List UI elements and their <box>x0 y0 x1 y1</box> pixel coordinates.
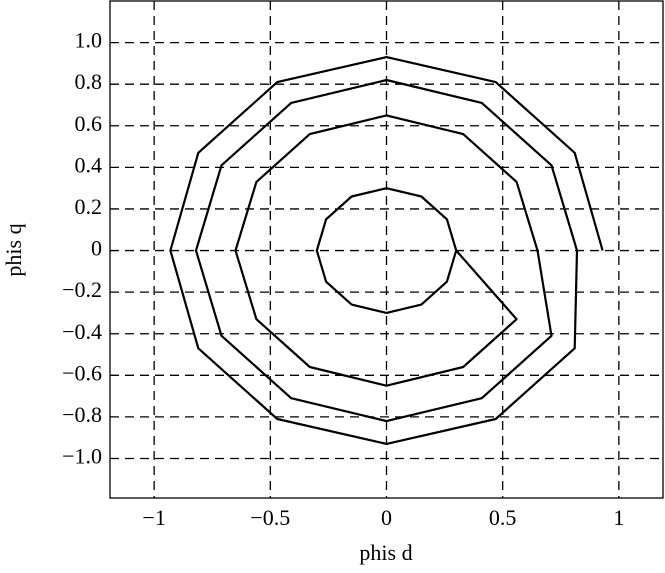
x-tick-label: −1 <box>142 505 165 530</box>
y-tick-label: 0.8 <box>75 69 103 94</box>
y-tick-label: 0.4 <box>75 152 103 177</box>
y-tick-label: −0.2 <box>62 277 102 302</box>
y-tick-label: −0.4 <box>62 319 102 344</box>
y-tick-label: −1.0 <box>62 444 102 469</box>
trajectory-line <box>169 56 604 445</box>
y-tick-label: 0.6 <box>75 111 103 136</box>
y-tick-label: 0 <box>91 236 102 261</box>
x-tick-label: 0.5 <box>489 505 517 530</box>
x-axis-label: phis d <box>359 540 412 565</box>
y-axis-label: phis q <box>1 223 26 276</box>
x-tick-label: −0.5 <box>250 505 290 530</box>
y-tick-label: −0.8 <box>62 402 102 427</box>
y-tick-label: 0.2 <box>75 194 103 219</box>
y-tick-label: −0.6 <box>62 360 102 385</box>
x-tick-label: 0 <box>381 505 392 530</box>
y-tick-label: 1.0 <box>75 28 103 53</box>
x-tick-label: 1 <box>613 505 624 530</box>
